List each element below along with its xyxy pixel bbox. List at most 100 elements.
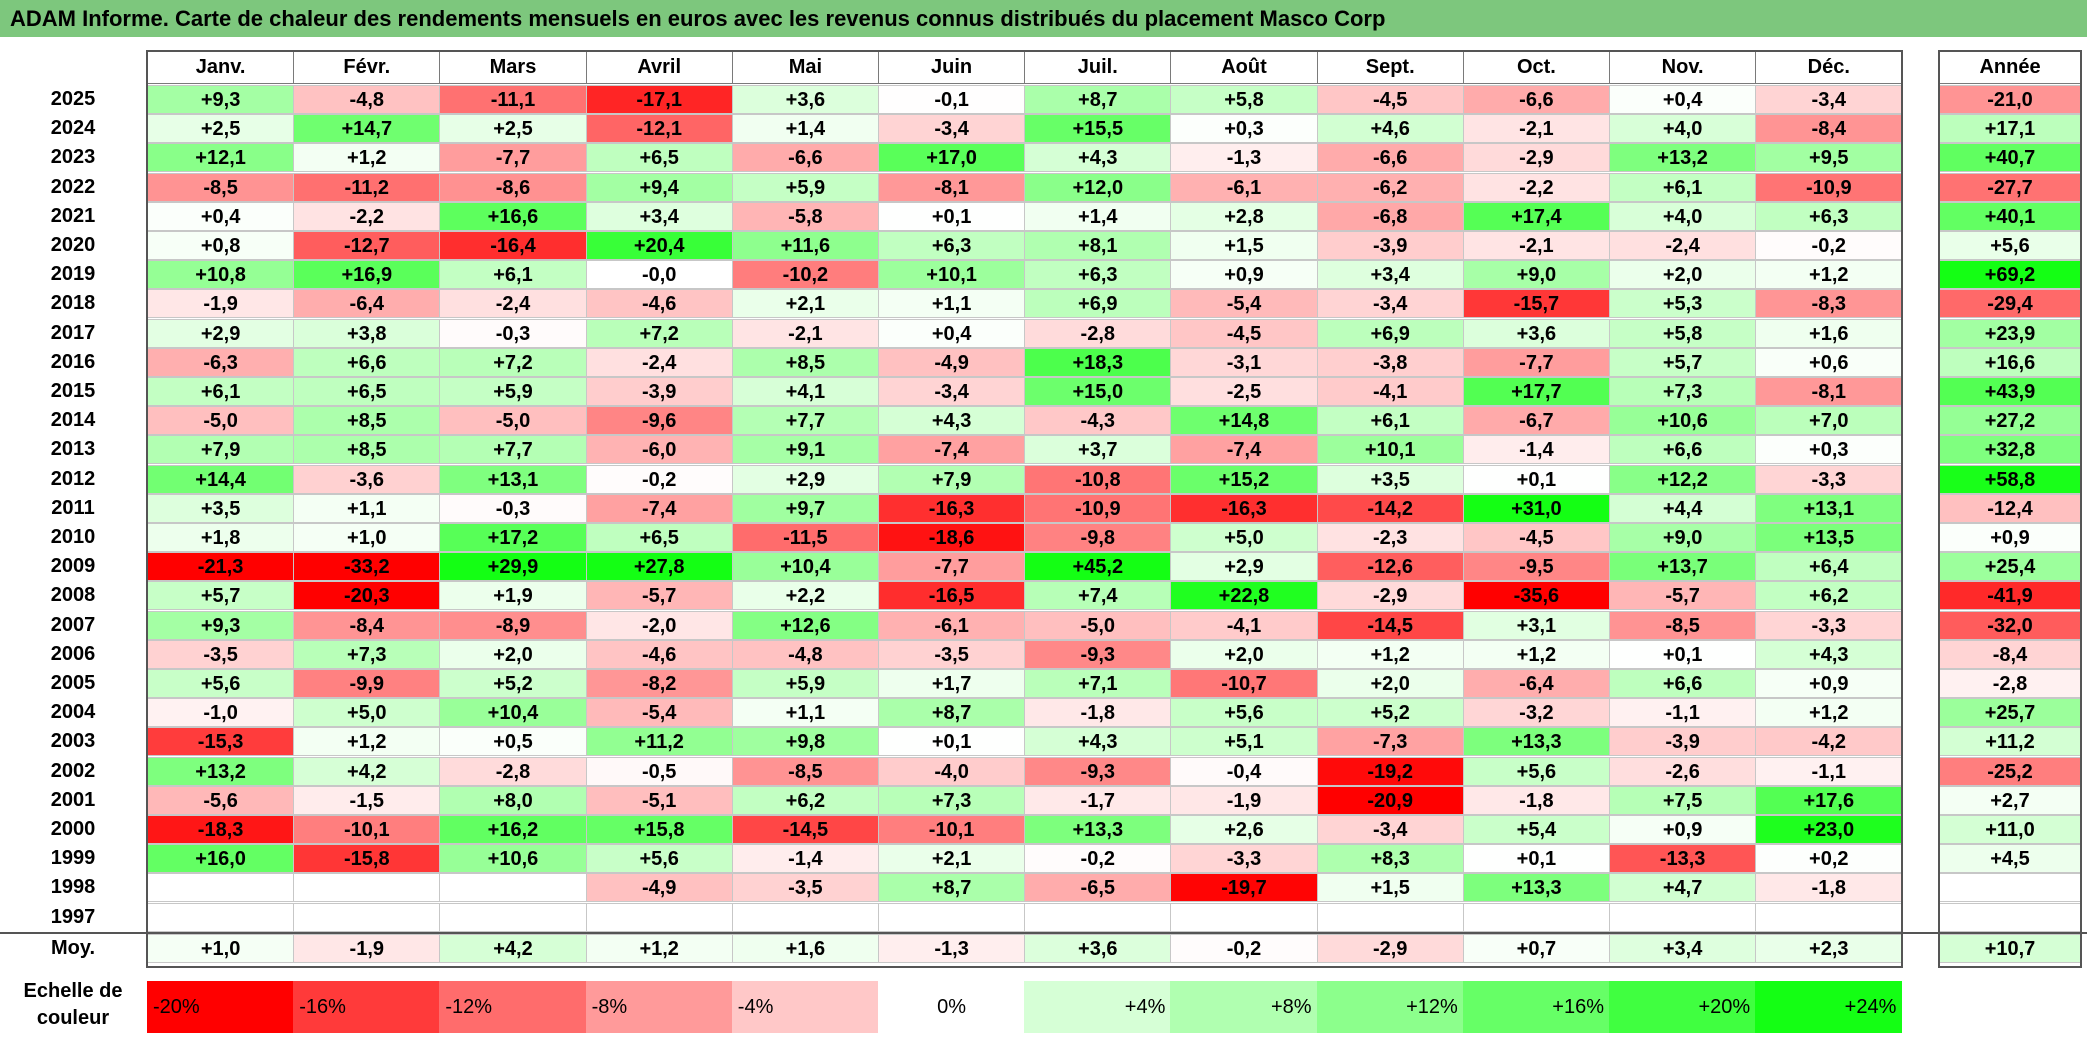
heatmap-cell: -4,6 xyxy=(585,639,733,669)
heatmap-cell: +1,2 xyxy=(1462,639,1610,669)
heatmap-cell: -1,1 xyxy=(1609,698,1757,728)
heatmap-cell: -5,7 xyxy=(1609,581,1757,611)
heatmap-cell: +3,5 xyxy=(147,493,295,523)
average-cell: -1,3 xyxy=(878,934,1026,963)
average-cell: +1,0 xyxy=(147,934,295,963)
heatmap-cell: -6,6 xyxy=(731,143,879,173)
heatmap-cell: -14,5 xyxy=(1316,610,1464,640)
heatmap-cell xyxy=(147,873,295,903)
heatmap-cell: +0,3 xyxy=(1170,114,1318,144)
year-label: 2013 xyxy=(50,438,96,461)
heatmap-cell: +1,4 xyxy=(731,114,879,144)
heatmap-cell: +8,5 xyxy=(731,347,879,377)
heatmap-cell: -8,1 xyxy=(1755,377,1903,406)
heatmap-cell: +5,9 xyxy=(731,172,879,202)
heatmap-cell: -8,9 xyxy=(439,610,587,640)
heatmap-cell: -10,1 xyxy=(878,815,1026,844)
heatmap-cell: +16,2 xyxy=(439,815,587,844)
heatmap-cell: -1,8 xyxy=(1462,785,1610,815)
heatmap-cell: -15,7 xyxy=(1462,289,1610,319)
heatmap-cell: +6,5 xyxy=(585,523,733,552)
heatmap-cell: +2,8 xyxy=(1170,201,1318,231)
heatmap-cell: +15,0 xyxy=(1024,377,1172,406)
heatmap-cell: -3,4 xyxy=(878,377,1026,406)
heatmap-cell: -6,3 xyxy=(147,347,295,377)
year-label: 2021 xyxy=(50,204,96,227)
heatmap-cell: +6,3 xyxy=(878,231,1026,260)
year-label: 2004 xyxy=(50,701,96,724)
heatmap-cell: +12,0 xyxy=(1024,172,1172,202)
month-header: Nov. xyxy=(1609,50,1757,84)
heatmap-cell: -13,3 xyxy=(1609,844,1757,874)
heatmap-cell: +7,7 xyxy=(731,406,879,436)
heatmap-cell: +10,4 xyxy=(439,698,587,728)
month-header: Août xyxy=(1170,50,1318,84)
heatmap-cell: -6,1 xyxy=(1170,172,1318,202)
heatmap-cell: -2,4 xyxy=(439,289,587,319)
heatmap-cell: -10,1 xyxy=(293,815,441,844)
annual-cell: +40,1 xyxy=(1939,201,2081,231)
year-label: 1997 xyxy=(50,905,96,928)
heatmap-cell: +4,2 xyxy=(293,756,441,786)
heatmap-cell: +16,6 xyxy=(439,201,587,231)
heatmap-cell: -3,1 xyxy=(1170,347,1318,377)
heatmap-cell: -5,0 xyxy=(147,406,295,436)
heatmap-cell: +6,5 xyxy=(585,143,733,173)
heatmap-cell: +7,2 xyxy=(585,318,733,348)
year-label: 2000 xyxy=(50,818,96,840)
heatmap-cell: +13,5 xyxy=(1755,523,1903,552)
heatmap-cell: -12,6 xyxy=(1316,552,1464,582)
heatmap-cell: +7,3 xyxy=(1609,377,1757,406)
heatmap-cell: -0,0 xyxy=(585,260,733,290)
heatmap-cell: -6,0 xyxy=(585,435,733,465)
heatmap-cell: -8,5 xyxy=(731,756,879,786)
heatmap-cell: -0,5 xyxy=(585,756,733,786)
color-scale-step: -16% xyxy=(293,981,441,1033)
heatmap-cell: +2,9 xyxy=(1170,552,1318,582)
year-label: 2022 xyxy=(50,175,96,198)
heatmap-cell: -9,6 xyxy=(585,406,733,436)
color-scale-step: -4% xyxy=(731,981,879,1033)
annual-cell: +43,9 xyxy=(1939,377,2081,406)
heatmap-cell: -0,2 xyxy=(585,464,733,494)
year-label: 2015 xyxy=(50,380,96,402)
heatmap-cell: -6,6 xyxy=(1462,85,1610,114)
heatmap-cell: +3,4 xyxy=(585,201,733,231)
heatmap-cell: -10,8 xyxy=(1024,464,1172,494)
heatmap-cell: +6,6 xyxy=(1609,669,1757,698)
heatmap-cell: +5,3 xyxy=(1609,289,1757,319)
heatmap-cell: -2,4 xyxy=(585,347,733,377)
heatmap-cell: +14,8 xyxy=(1170,406,1318,436)
heatmap-cell: +22,8 xyxy=(1170,581,1318,611)
heatmap-cell: +5,2 xyxy=(439,669,587,698)
heatmap-cell: +12,2 xyxy=(1609,464,1757,494)
annual-cell: +25,4 xyxy=(1939,552,2081,582)
heatmap-cell: -3,2 xyxy=(1462,698,1610,728)
heatmap-cell: -2,2 xyxy=(1462,172,1610,202)
heatmap-cell: -11,2 xyxy=(293,172,441,202)
heatmap-cell: +14,4 xyxy=(147,464,295,494)
heatmap-cell: -4,8 xyxy=(293,85,441,114)
heatmap-cell: -3,9 xyxy=(1316,231,1464,260)
average-cell: +4,2 xyxy=(439,934,587,963)
heatmap-cell: +15,5 xyxy=(1024,114,1172,144)
year-label: 2011 xyxy=(51,496,95,519)
heatmap-cell: +1,2 xyxy=(1755,260,1903,290)
heatmap-cell: -1,9 xyxy=(1170,785,1318,815)
heatmap-cell: -8,2 xyxy=(585,669,733,698)
heatmap-cell: +6,9 xyxy=(1316,318,1464,348)
heatmap-cell: +7,3 xyxy=(293,639,441,669)
annual-cell: +16,6 xyxy=(1939,347,2081,377)
heatmap-cell: +0,8 xyxy=(147,231,295,260)
heatmap-cell: +4,3 xyxy=(1024,143,1172,173)
heatmap-cell: +4,3 xyxy=(1024,727,1172,757)
color-scale-step: -20% xyxy=(147,981,295,1033)
heatmap-cell: -3,9 xyxy=(1609,727,1757,757)
heatmap-cell: +6,5 xyxy=(293,377,441,406)
heatmap-cell: -10,2 xyxy=(731,260,879,290)
heatmap-cell: -2,1 xyxy=(731,318,879,348)
month-header: Oct. xyxy=(1462,50,1610,84)
heatmap-cell: +5,2 xyxy=(1316,698,1464,728)
heatmap-cell: +3,1 xyxy=(1462,610,1610,640)
heatmap-cell: +1,9 xyxy=(439,581,587,611)
